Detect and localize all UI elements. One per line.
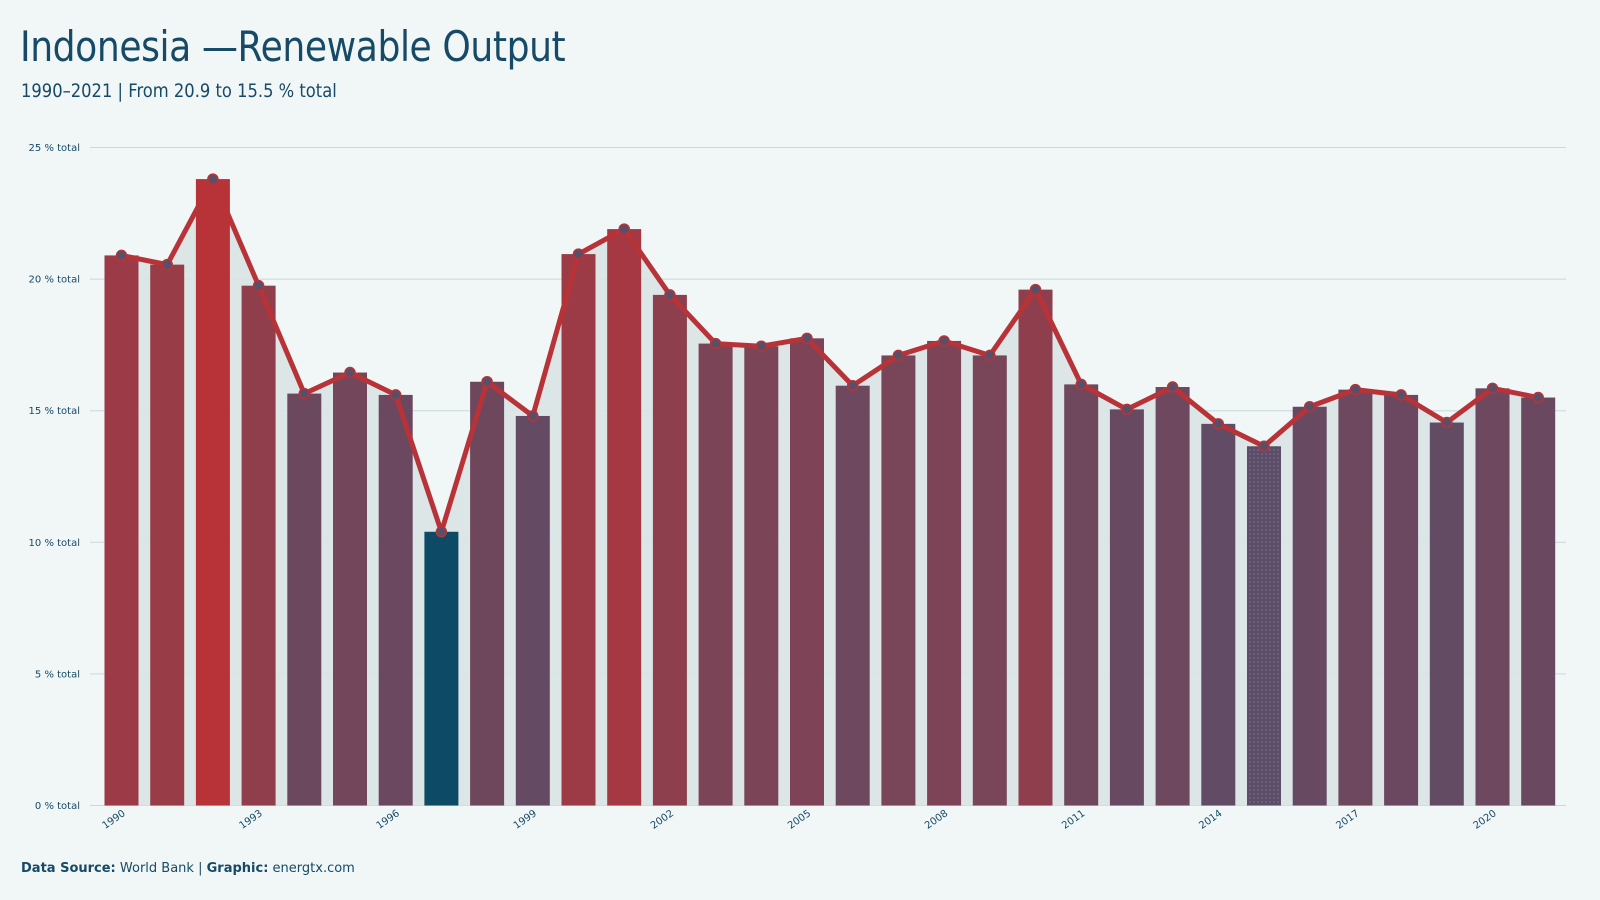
point-2005 <box>801 332 813 345</box>
point-2006 <box>846 379 859 392</box>
bar-2004 <box>744 346 779 806</box>
x-tick-label: 1990 <box>100 808 127 832</box>
point-2011 <box>1075 378 1087 391</box>
point-1995 <box>344 366 356 379</box>
bar-1996 <box>378 394 413 806</box>
point-2003 <box>709 337 722 350</box>
bar-2003 <box>698 343 733 806</box>
bar-2008 <box>927 340 962 806</box>
point-1998 <box>481 375 493 388</box>
x-tick-label: 1996 <box>375 808 402 832</box>
bar-2000 <box>561 254 596 806</box>
y-tick-label: 20 % total <box>29 275 80 286</box>
bar-2012 <box>1109 409 1144 806</box>
x-tick-label: 2011 <box>1060 808 1087 832</box>
point-2017 <box>1349 383 1362 396</box>
bar-1994 <box>287 393 322 806</box>
x-tick-label: 2020 <box>1471 808 1498 832</box>
x-tick-label: 2017 <box>1334 808 1361 832</box>
footer-credits: Data Source: World Bank | Graphic: energ… <box>21 861 355 876</box>
source-label: Data Source: <box>21 861 116 876</box>
bar-1990 <box>104 255 139 806</box>
bar-2005 <box>790 338 824 806</box>
x-tick-label: 2014 <box>1197 808 1224 832</box>
graphic-value: energtx.com <box>272 861 355 876</box>
point-2016 <box>1303 401 1316 413</box>
point-2007 <box>892 349 905 362</box>
y-tick-label: 0 % total <box>35 801 80 812</box>
point-2002 <box>664 289 676 301</box>
bar-1993 <box>241 285 276 806</box>
point-2008 <box>938 335 950 347</box>
series-line <box>121 176 1539 535</box>
bar-2011 <box>1064 384 1099 806</box>
point-1993 <box>252 279 265 292</box>
point-2012 <box>1121 403 1133 416</box>
chart-subtitle: 1990–2021 | From 20.9 to 15.5 % total <box>21 80 337 102</box>
point-2020 <box>1486 382 1499 395</box>
bar-2016 <box>1292 406 1327 806</box>
point-2014 <box>1212 418 1225 430</box>
point-2015 <box>1258 440 1270 452</box>
point-2009 <box>984 349 996 362</box>
bar-2001 <box>607 229 642 806</box>
x-tick-label: 2005 <box>786 808 813 832</box>
point-1999 <box>527 410 539 422</box>
bar-2015 <box>1247 446 1281 806</box>
x-tick-label: 1993 <box>238 808 265 832</box>
y-tick-label: 10 % total <box>29 538 80 549</box>
bar-2018 <box>1384 394 1419 806</box>
point-1991 <box>161 258 173 271</box>
y-tick-label: 25 % total <box>29 143 80 154</box>
source-value: World Bank <box>119 861 194 876</box>
point-1997 <box>435 526 448 538</box>
bar-2002 <box>652 294 687 806</box>
y-tick-label: 15 % total <box>29 406 80 417</box>
bar-2010 <box>1018 289 1053 806</box>
bar-1991 <box>150 264 185 806</box>
bar-2006 <box>835 385 870 806</box>
bar-2009 <box>972 355 1007 806</box>
bar-1998 <box>470 381 505 806</box>
point-2000 <box>572 248 585 260</box>
point-1994 <box>298 387 311 400</box>
y-tick-label: 5 % total <box>35 669 80 680</box>
bar-2017 <box>1338 389 1373 806</box>
bar-2014 <box>1201 423 1236 806</box>
bar-2013 <box>1155 387 1190 806</box>
point-2018 <box>1395 389 1407 401</box>
point-1990 <box>115 249 128 262</box>
bar-1999 <box>515 415 550 806</box>
bar-1997 <box>424 531 459 806</box>
bar-2020 <box>1475 388 1510 806</box>
point-2004 <box>755 340 768 352</box>
bar-1995 <box>333 372 367 806</box>
point-2021 <box>1532 391 1544 404</box>
bar-2007 <box>881 355 916 806</box>
x-tick-label: 2002 <box>649 808 676 832</box>
point-2001 <box>618 223 630 235</box>
point-2013 <box>1166 381 1179 393</box>
point-2019 <box>1441 416 1453 429</box>
footer-separator: | <box>198 861 203 876</box>
point-2010 <box>1029 283 1042 296</box>
x-tick-label: 2008 <box>923 808 950 832</box>
chart-title: Indonesia —Renewable Output <box>20 22 566 71</box>
point-1996 <box>389 389 402 401</box>
bar-2019 <box>1429 422 1464 806</box>
point-1992 <box>207 173 219 185</box>
bar-2021 <box>1521 397 1556 806</box>
x-tick-label: 1999 <box>512 808 539 832</box>
graphic-label: Graphic: <box>206 861 269 876</box>
bar-1992 <box>195 179 230 806</box>
